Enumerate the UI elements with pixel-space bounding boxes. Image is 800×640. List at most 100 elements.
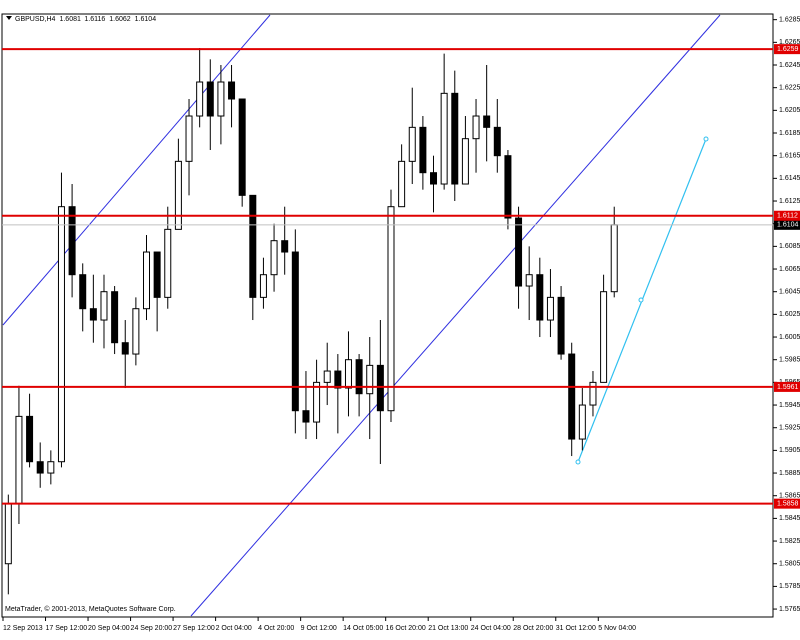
candle-body [493, 126, 501, 157]
trend-lines [2, 14, 721, 617]
x-tick-label: 2 Oct 04:00 [216, 625, 252, 632]
candle-body [47, 461, 55, 474]
y-tick-label: 1.6285 [779, 17, 800, 24]
candle-body [26, 415, 34, 463]
chart-header: GBPUSD,H4 1.6081 1.6116 1.6062 1.6104 [15, 16, 156, 23]
level-tag [774, 498, 800, 509]
candle-body [291, 251, 299, 412]
candle-body [504, 155, 512, 219]
x-tick-label: 27 Sep 12:00 [173, 625, 215, 632]
candle-body [174, 160, 182, 230]
y-tick-label: 1.6085 [779, 243, 800, 250]
y-tick-label: 1.6125 [779, 198, 800, 205]
x-tick-label: 4 Oct 20:00 [258, 625, 294, 632]
header-value: 1.6116 [84, 16, 105, 23]
candle-body [461, 138, 469, 185]
candle-body [536, 274, 544, 321]
anchor [703, 136, 709, 142]
x-tick-label: 21 Oct 13:00 [428, 625, 468, 632]
x-tick-label: 9 Oct 12:00 [301, 625, 337, 632]
y-tick-label: 1.5765 [779, 606, 800, 613]
candle-body [185, 115, 193, 162]
candle-body [376, 364, 384, 412]
x-tick-label: 31 Oct 12:00 [556, 625, 596, 632]
candle-body [132, 308, 140, 355]
menu-arrow [6, 16, 12, 20]
header-value: 1.6104 [135, 16, 157, 23]
anchor [575, 459, 581, 465]
y-tick-label: 1.6225 [779, 85, 800, 92]
candle-body [164, 228, 172, 298]
trend-line [190, 14, 721, 617]
level-tag [774, 210, 800, 221]
candle-body [589, 381, 597, 406]
candle-body [217, 81, 225, 117]
symbol: GBPUSD,H4 [15, 16, 56, 23]
y-tick-label: 1.6165 [779, 153, 800, 160]
y-tick-label: 1.6245 [779, 62, 800, 69]
candle-body [79, 274, 87, 310]
y-tick-label: 1.6045 [779, 289, 800, 296]
candle-body [270, 240, 278, 276]
candle-body [143, 251, 151, 310]
x-tick-label: 20 Sep 04:00 [88, 625, 130, 632]
candle-body [430, 172, 438, 185]
x-tick-label: 28 Oct 20:00 [513, 625, 553, 632]
candle-body [36, 461, 44, 474]
footer: MetaTrader, © 2001-2013, MetaQuotes Soft… [5, 605, 176, 613]
candle-body [89, 308, 97, 321]
y-tick-label: 1.6145 [779, 175, 800, 182]
candle-body [228, 81, 236, 100]
candle-body [334, 370, 342, 389]
candle-body [355, 359, 363, 395]
candle-body [344, 359, 352, 389]
level-label: 1.6112 [777, 213, 798, 220]
candle-body [121, 342, 129, 355]
level-label: 1.5961 [777, 384, 799, 391]
y-tick-label: 1.6185 [779, 130, 800, 137]
candle-body [366, 364, 374, 395]
candle-body [408, 126, 416, 162]
candle-body [4, 503, 12, 565]
candle-body [111, 291, 119, 344]
x-tick-label: 24 Oct 04:00 [471, 625, 511, 632]
candle-body [249, 194, 257, 298]
y-tick-label: 1.5845 [779, 515, 800, 522]
y-tick-label: 1.5985 [779, 357, 800, 364]
candle-body [259, 274, 267, 298]
candle-body [281, 240, 289, 253]
candle-body [15, 415, 23, 505]
x-tick-label: 16 Oct 20:00 [386, 625, 426, 632]
candle-body [515, 217, 523, 287]
y-tick-label: 1.6065 [779, 266, 800, 273]
x-tick-label: 14 Oct 05:00 [343, 625, 383, 632]
candle-body [57, 206, 65, 463]
y-tick-label: 1.5925 [779, 425, 800, 432]
level-label: 1.5858 [777, 500, 799, 507]
current-price-label: 1.6104 [777, 222, 799, 229]
candle-body [100, 291, 108, 321]
y-tick-label: 1.5805 [779, 561, 800, 568]
candle-body [387, 206, 395, 412]
y-tick-label: 1.6205 [779, 107, 800, 114]
y-tick-label: 1.5785 [779, 583, 800, 590]
x-tick-label: 17 Sep 12:00 [46, 625, 88, 632]
candle-body [472, 115, 480, 140]
candle-body [568, 353, 576, 440]
candle-body [546, 296, 554, 321]
candle-body [557, 296, 565, 355]
x-tick-label: 12 Sep 2013 [3, 625, 43, 632]
y-tick-label: 1.5945 [779, 402, 800, 409]
level-tag [774, 381, 800, 392]
y-tick-label: 1.6025 [779, 311, 800, 318]
level-tag [774, 44, 800, 55]
candle-body [238, 98, 246, 196]
current-price-tag [774, 219, 800, 230]
candle-body [451, 92, 459, 185]
y-tick-label: 1.5885 [779, 470, 800, 477]
candle-body [323, 370, 331, 383]
candle-body [68, 206, 76, 276]
level-label: 1.6259 [777, 46, 799, 53]
candle-body [483, 115, 491, 128]
candle-body [302, 410, 310, 423]
